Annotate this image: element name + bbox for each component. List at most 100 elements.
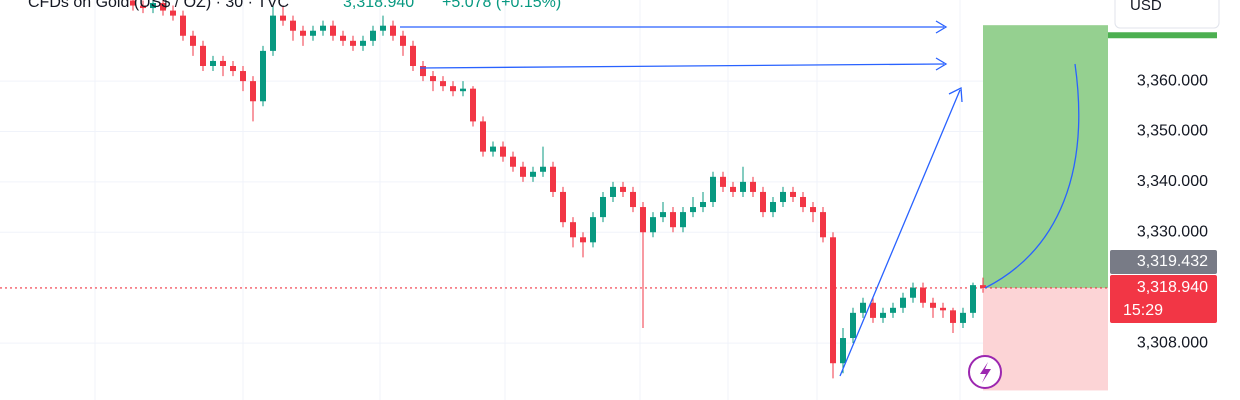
candle-body — [410, 45, 416, 66]
candle-body — [680, 212, 686, 228]
candle-body — [150, 3, 156, 9]
candle-body — [870, 302, 876, 318]
candle-body — [690, 207, 696, 213]
candle-body — [490, 146, 496, 152]
candle-body — [370, 30, 376, 41]
candle-body — [470, 88, 476, 122]
candle-body — [640, 207, 646, 233]
candle-body — [540, 166, 546, 172]
candle-body — [650, 217, 656, 233]
candle-body — [270, 15, 276, 51]
candle-body — [960, 312, 966, 323]
y-tick-label: 3,340.000 — [1137, 173, 1208, 190]
candle-body — [840, 338, 846, 364]
candle-body — [190, 35, 196, 46]
candle-body — [820, 212, 826, 238]
candle-body — [580, 237, 586, 243]
symbol-title: CFDs on Gold (US$ / OZ) · 30 · TVC — [28, 0, 289, 11]
candle-body — [230, 65, 236, 72]
candle-body — [780, 191, 786, 203]
candle-body — [630, 191, 636, 208]
candle-body — [590, 217, 596, 243]
candle-body — [500, 146, 506, 157]
candle-body — [420, 65, 426, 77]
candle-body — [510, 156, 516, 167]
candle-body — [900, 297, 906, 308]
candle-body — [860, 302, 866, 313]
candle-body — [300, 30, 306, 36]
candle-body — [280, 15, 286, 21]
price-change: +5.078 (+0.15%) — [442, 0, 561, 11]
candle-body — [360, 40, 366, 46]
candle-body — [750, 181, 756, 192]
candle-body — [340, 35, 346, 41]
candle-body — [180, 15, 186, 36]
y-tick-label: 3,350.000 — [1137, 123, 1208, 140]
candle-body — [920, 287, 926, 303]
candle-body — [570, 222, 576, 238]
candle-body — [320, 25, 326, 31]
alert-icon[interactable] — [968, 355, 1002, 389]
candle-body — [310, 30, 316, 36]
target-zone — [983, 25, 1108, 288]
candle-body — [670, 212, 676, 228]
candle-body — [770, 202, 776, 213]
candle-body — [440, 81, 446, 87]
candle-body — [600, 196, 606, 218]
drawings — [400, 20, 1080, 377]
candle-body — [140, 5, 146, 9]
price-axis — [1108, 0, 1240, 400]
candle-body — [520, 166, 526, 177]
candle-body — [890, 307, 896, 313]
candle-body — [380, 25, 386, 31]
candle-body — [250, 81, 256, 102]
candle-body — [400, 35, 406, 46]
candle-body — [260, 50, 266, 102]
candle-body — [850, 312, 856, 339]
candle-body — [800, 196, 806, 208]
candle-body — [550, 166, 556, 192]
candle-body — [390, 25, 396, 36]
candle-body — [160, 3, 166, 11]
candle-body — [210, 60, 216, 66]
candle-body — [450, 86, 456, 92]
candle-body — [740, 181, 746, 192]
candle-body — [290, 20, 296, 31]
price-tag-box — [1110, 274, 1217, 323]
candle-body — [950, 310, 956, 323]
y-tick-label: 3,330.000 — [1137, 223, 1208, 240]
y-tick-label: 3,308.000 — [1137, 334, 1208, 351]
currency-box[interactable] — [1114, 0, 1220, 29]
candle-body — [330, 25, 336, 36]
last-price: 3,318.940 — [343, 0, 414, 11]
candle-body — [460, 88, 466, 92]
candle-body — [980, 285, 986, 288]
candle-body — [710, 176, 716, 203]
candle-body — [530, 171, 536, 177]
price-tag-label: 3,318.940 — [1137, 279, 1208, 296]
y-tick-label: 3,360.000 — [1137, 72, 1208, 89]
candle-body — [480, 121, 486, 152]
candle-body — [910, 287, 916, 298]
candle-body — [560, 191, 566, 223]
candle-body — [940, 307, 946, 311]
candle-body — [200, 45, 206, 66]
price-tag-label: 3,319.432 — [1137, 253, 1208, 270]
candle-body — [240, 71, 246, 82]
candle-body — [760, 191, 766, 213]
candle-body — [610, 186, 616, 197]
countdown: 15:29 — [1123, 302, 1163, 319]
candle-body — [930, 302, 936, 308]
candle-body — [220, 60, 226, 66]
candle-body — [660, 212, 666, 218]
price-tag-box — [1110, 249, 1217, 274]
candle-body — [620, 186, 626, 192]
candle-body — [720, 176, 726, 187]
candle-body — [880, 312, 886, 318]
candle-body — [430, 76, 436, 82]
candle-body — [810, 207, 816, 213]
candle-body — [830, 237, 836, 364]
currency: USD — [1130, 0, 1162, 14]
candle-body — [700, 202, 706, 208]
